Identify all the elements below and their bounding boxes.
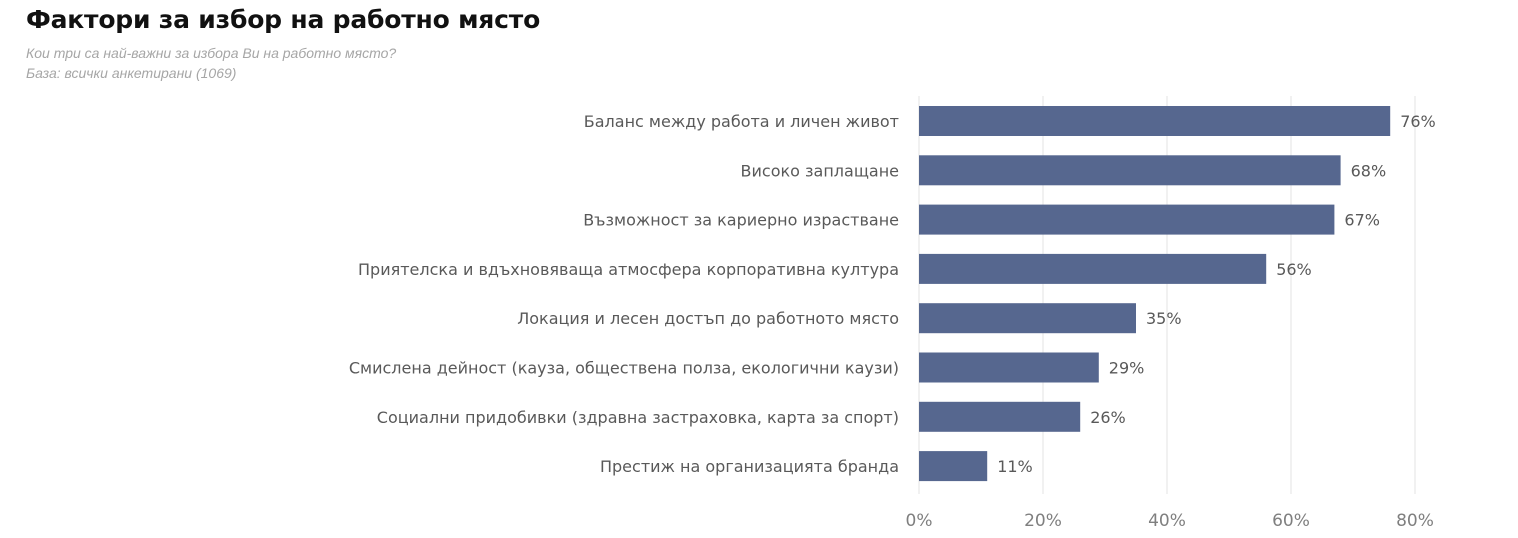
x-tick-label: 20% xyxy=(1024,511,1062,531)
category-label: Баланс между работа и личен живот xyxy=(584,112,899,131)
category-label: Престиж на организацията бранда xyxy=(600,457,899,476)
x-tick-label: 60% xyxy=(1272,511,1310,531)
bar xyxy=(919,352,1099,383)
value-label: 76% xyxy=(1400,112,1436,131)
category-label: Възможност за кариерно израстване xyxy=(583,211,899,230)
category-label: Приятелска и вдъхновяваща атмосфера корп… xyxy=(358,260,899,279)
x-tick-label: 0% xyxy=(906,511,933,531)
x-tick-label: 40% xyxy=(1148,511,1186,531)
value-label: 26% xyxy=(1090,408,1126,427)
chart-subtitle-base: База: всички анкетирани (1069) xyxy=(26,65,237,81)
x-tick-label: 80% xyxy=(1396,511,1434,531)
bar xyxy=(919,155,1341,186)
value-label: 56% xyxy=(1276,260,1312,279)
bar xyxy=(919,204,1335,235)
bars xyxy=(919,106,1391,482)
bar xyxy=(919,106,1391,136)
category-label: Смислена дейност (кауза, обществена полз… xyxy=(349,359,899,378)
bar xyxy=(919,401,1081,432)
category-label: Социални придобивки (здравна застраховка… xyxy=(377,408,899,427)
value-labels: 76% 68% 67% 56% 35% 29% 26% 11% xyxy=(997,112,1436,476)
chart-subtitle-question: Кои три са най-важни за избора Ви на раб… xyxy=(26,45,397,61)
chart-header: Фактори за избор на работно място Кои тр… xyxy=(26,4,540,83)
category-label: Високо заплащане xyxy=(741,161,899,180)
value-label: 29% xyxy=(1109,359,1145,378)
value-label: 11% xyxy=(997,457,1033,476)
value-label: 67% xyxy=(1344,211,1380,230)
bar xyxy=(919,253,1267,284)
bar xyxy=(919,451,988,482)
category-labels: Баланс между работа и личен живот Високо … xyxy=(349,112,899,476)
x-axis-ticks: 0% 20% 40% 60% 80% xyxy=(906,511,1434,531)
value-label: 35% xyxy=(1146,309,1182,328)
chart-title: Фактори за избор на работно място xyxy=(26,5,541,34)
bar xyxy=(919,303,1136,334)
value-label: 68% xyxy=(1351,161,1387,180)
category-label: Локация и лесен достъп до работното мяст… xyxy=(517,309,899,328)
